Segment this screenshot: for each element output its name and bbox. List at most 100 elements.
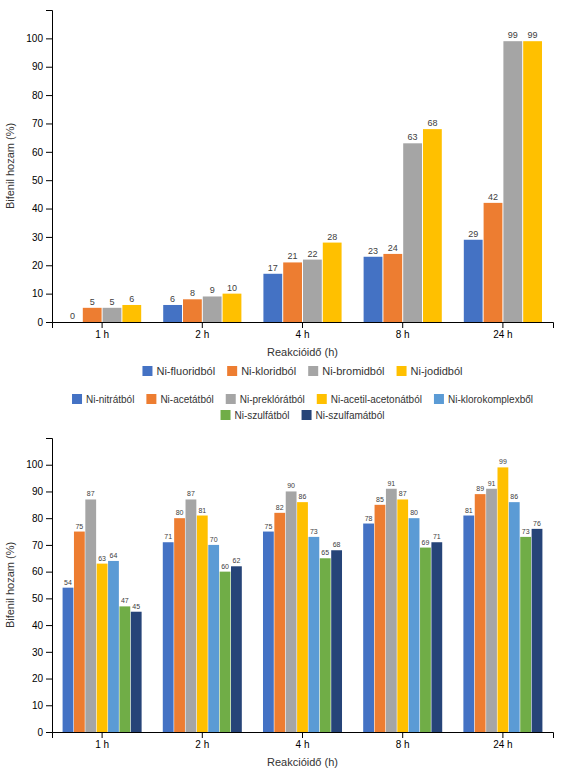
tick-mark [202, 732, 203, 738]
legend-item: Ni-nitrátból [72, 394, 134, 405]
legend: Ni-nitrátból Ni-acetátból Ni-preklórátból N… [72, 394, 533, 421]
data-label: 89 [476, 485, 484, 492]
tick-mark [46, 491, 52, 492]
tick-label: 30 [32, 647, 44, 658]
tick-mark [46, 732, 52, 733]
axis-line [46, 11, 53, 323]
legend-item: Ni-szulfátból [221, 410, 290, 421]
tick-mark [46, 123, 52, 124]
bar-series [103, 41, 523, 322]
legend-label: Ni-fluoridból [156, 365, 215, 377]
bar [263, 274, 282, 322]
bar-series [74, 494, 486, 732]
tick-label: 4 h [296, 739, 310, 750]
data-label: 91 [387, 480, 395, 487]
tick: 8 h [396, 732, 410, 750]
tick: 50 [32, 175, 52, 186]
legend-swatch [317, 394, 327, 404]
tick: 10 [32, 288, 52, 299]
tick-label: 60 [32, 147, 44, 158]
bar [397, 499, 408, 732]
data-label: 87 [187, 490, 195, 497]
bar [97, 564, 108, 732]
tick: 20 [32, 260, 52, 271]
data-label: 99 [508, 30, 518, 40]
plot: 0617232958212442592263996102868990102030… [4, 11, 554, 359]
axis-line [46, 439, 53, 733]
bar [103, 308, 122, 322]
tick-label: 40 [32, 203, 44, 214]
tick-label: 50 [32, 175, 44, 186]
data-label: 87 [87, 490, 95, 497]
legend-item: Ni-acetátból [146, 394, 213, 405]
data-label: 69 [422, 539, 430, 546]
tick-mark [46, 625, 52, 626]
bar [409, 518, 420, 732]
tick: 70 [32, 118, 52, 129]
x-axis: 1 h2 h4 h8 h24 h [53, 322, 554, 340]
data-label: 0 [70, 311, 75, 321]
legend-label: Ni-preklórátból [240, 394, 305, 405]
bar [223, 294, 242, 322]
tick-mark [402, 322, 403, 328]
tick-mark [402, 732, 403, 738]
y-axis-title: Bifenil hozam (%) [4, 542, 16, 628]
chart: Ni-nitrátból Ni-acetátból Ni-preklórátból N… [4, 394, 554, 768]
bar [375, 505, 386, 732]
tick-label: 70 [32, 540, 44, 551]
tick: 90 [32, 486, 52, 497]
tick-label: 80 [32, 90, 44, 101]
legend-label: Ni-acetil-acetonátból [331, 394, 422, 405]
y-axis-title: Bifenil hozam (%) [4, 123, 16, 209]
tick-label: 24 h [493, 329, 512, 340]
data-label: 86 [510, 493, 518, 500]
legend-swatch [302, 410, 312, 420]
data-label: 76 [533, 520, 541, 527]
legend-item: Ni-bromidból [308, 365, 384, 377]
tick-mark [46, 598, 52, 599]
tick-mark [302, 732, 303, 738]
bar [85, 499, 96, 732]
data-label: 10 [227, 283, 237, 293]
tick-mark [46, 465, 52, 466]
tick-mark [302, 322, 303, 328]
bar [220, 572, 231, 732]
bar [497, 467, 508, 732]
bar [108, 561, 119, 732]
data-label: 80 [176, 509, 184, 516]
data-label: 63 [408, 132, 418, 142]
data-label: 5 [109, 297, 114, 307]
bar-series [119, 537, 531, 732]
tick-label: 100 [26, 459, 43, 470]
legend-item: Ni-acetil-acetonátból [317, 394, 422, 405]
tick: 8 h [396, 322, 410, 340]
tick: 90 [32, 61, 52, 72]
chart: Ni-fluoridbólNi-kloridbólNi-bromidbólNi-… [4, 11, 554, 378]
tick-mark [46, 322, 52, 323]
bar [484, 203, 503, 322]
bar [131, 612, 142, 732]
x-axis-title: Reakcióidő (h) [267, 346, 338, 358]
data-labels: 061723295821244259226399610286899 [70, 30, 538, 321]
data-label: 78 [365, 515, 373, 522]
legend-swatch [221, 410, 231, 420]
data-label: 91 [488, 480, 496, 487]
bar [231, 566, 242, 732]
bar [532, 529, 543, 732]
bar [520, 537, 531, 732]
tick: 1 h [95, 732, 109, 750]
bar [331, 550, 342, 732]
data-label: 5 [90, 297, 95, 307]
tick: 60 [32, 147, 52, 158]
tick-mark [46, 180, 52, 181]
bar [263, 532, 274, 732]
legend-label: Ni-nitrátból [86, 394, 134, 405]
data-label: 9 [210, 285, 215, 295]
bar [183, 299, 202, 322]
tick-label: 20 [32, 260, 44, 271]
tick-mark [502, 322, 503, 328]
tick-label: 60 [32, 566, 44, 577]
bar [320, 558, 331, 732]
tick: 100 [26, 459, 52, 470]
data-label: 80 [410, 509, 418, 516]
